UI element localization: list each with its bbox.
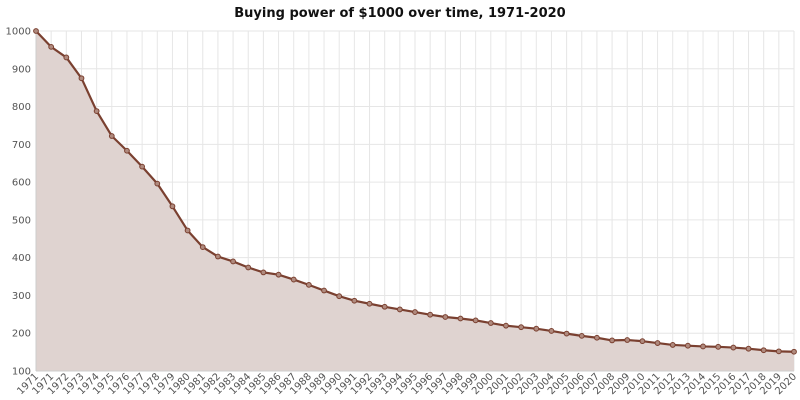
data-point <box>412 309 418 315</box>
data-point <box>715 343 722 350</box>
data-point <box>230 258 236 265</box>
data-point <box>184 227 191 234</box>
data-point <box>351 297 358 304</box>
data-point <box>245 264 252 271</box>
y-tick-label: 700 <box>12 140 31 151</box>
data-point <box>93 108 100 114</box>
data-point <box>124 147 130 154</box>
data-point <box>108 133 115 139</box>
data-point <box>578 332 585 339</box>
data-point <box>215 253 221 260</box>
data-point <box>33 28 39 34</box>
data-point <box>442 314 449 320</box>
data-point <box>639 338 646 345</box>
data-point <box>48 43 55 50</box>
data-point <box>760 347 767 354</box>
data-point <box>548 328 555 334</box>
data-point <box>594 334 600 341</box>
data-point <box>775 348 782 355</box>
y-tick-label: 100 <box>12 367 31 378</box>
data-point <box>684 342 691 349</box>
y-tick-label: 900 <box>12 64 31 75</box>
y-tick-label: 600 <box>12 178 31 189</box>
data-point <box>791 348 797 355</box>
data-point <box>457 315 464 322</box>
series-area <box>36 31 794 371</box>
data-point <box>336 293 343 300</box>
data-point <box>745 345 752 352</box>
data-point <box>669 342 676 348</box>
data-point <box>472 317 479 324</box>
data-point <box>533 325 540 332</box>
y-tick-label: 1000 <box>6 27 31 38</box>
y-tick-label: 300 <box>12 291 31 302</box>
y-tick-label: 200 <box>12 329 31 340</box>
data-point <box>290 276 297 283</box>
data-point <box>730 344 737 351</box>
y-tick-label: 500 <box>12 215 31 226</box>
data-point <box>563 330 570 337</box>
y-tick-label: 800 <box>12 102 31 113</box>
data-point <box>700 343 706 350</box>
data-point <box>396 306 403 313</box>
data-point <box>654 340 661 346</box>
y-tick-label: 400 <box>12 253 31 264</box>
data-point <box>427 311 434 318</box>
data-point <box>199 244 206 250</box>
data-point <box>305 281 312 288</box>
data-point <box>381 303 388 310</box>
data-point <box>609 337 615 344</box>
data-point <box>78 75 85 82</box>
data-point <box>624 337 631 343</box>
data-point <box>366 300 373 307</box>
data-point <box>275 271 282 278</box>
data-point <box>260 269 267 276</box>
data-point <box>139 163 146 170</box>
data-point <box>154 180 161 187</box>
data-point <box>518 324 525 331</box>
data-point <box>63 54 70 61</box>
data-point <box>503 322 509 329</box>
data-point <box>321 287 327 294</box>
data-point <box>487 320 494 326</box>
data-point <box>169 203 176 210</box>
chart-title: Buying power of $1000 over time, 1971-20… <box>234 6 566 21</box>
